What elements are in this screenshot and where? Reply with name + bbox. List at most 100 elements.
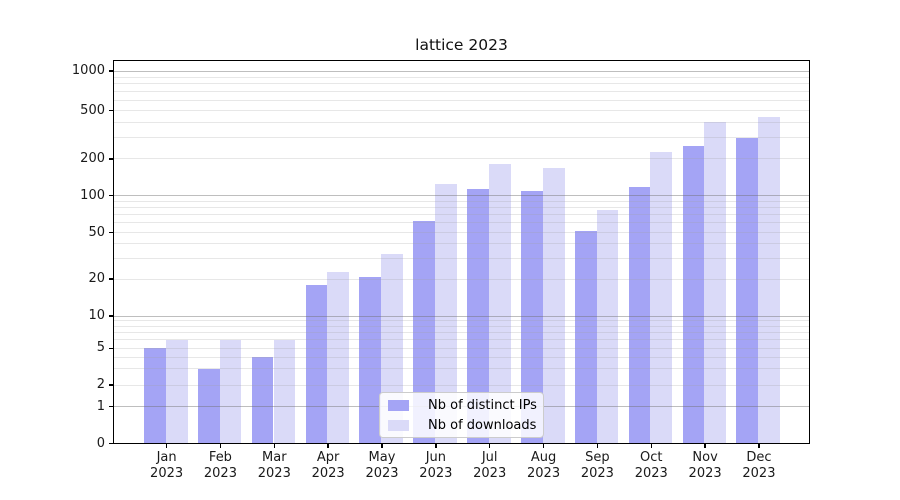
bar-sep-downloads bbox=[596, 209, 619, 444]
bar-dec-distinct-ips bbox=[736, 137, 759, 444]
y-tick-label-500: 500 bbox=[80, 102, 105, 118]
x-tick-label-apr: Apr 2023 bbox=[311, 449, 345, 481]
y-tick-label-200: 200 bbox=[80, 150, 105, 166]
y-tick-label-100: 100 bbox=[80, 187, 105, 203]
x-tick-label-nov: Nov 2023 bbox=[688, 449, 722, 481]
gridline-1000 bbox=[113, 70, 810, 72]
y-tick-mark-1000 bbox=[109, 70, 113, 72]
y-tick-mark-5 bbox=[109, 347, 113, 349]
bar-apr-downloads bbox=[327, 271, 350, 444]
x-tick-mark-feb bbox=[219, 443, 222, 448]
bar-feb-downloads bbox=[219, 339, 242, 444]
gridline-90 bbox=[113, 200, 810, 202]
legend-swatch-downloads bbox=[388, 419, 409, 431]
legend-label-distinct-ips: Nb of distinct IPs bbox=[428, 397, 537, 413]
gridline-2 bbox=[113, 384, 810, 386]
y-tick-mark-50 bbox=[109, 231, 113, 234]
x-tick-label-jun: Jun 2023 bbox=[419, 449, 453, 481]
gridline-20 bbox=[113, 278, 810, 280]
x-tick-label-jul: Jul 2023 bbox=[473, 449, 507, 481]
bar-oct-downloads bbox=[650, 151, 673, 444]
gridline-7 bbox=[113, 332, 810, 334]
bar-dec-downloads bbox=[758, 116, 780, 444]
gridline-800 bbox=[113, 83, 810, 85]
x-tick-mark-dec bbox=[758, 443, 760, 448]
y-tick-label-10: 10 bbox=[88, 308, 105, 323]
x-tick-label-sep: Sep 2023 bbox=[580, 449, 614, 481]
y-tick-mark-2 bbox=[109, 384, 113, 386]
spine-right bbox=[808, 60, 810, 444]
y-tick-label-20: 20 bbox=[88, 271, 105, 286]
y-tick-mark-100 bbox=[109, 195, 113, 197]
x-tick-label-feb: Feb 2023 bbox=[203, 449, 237, 481]
x-tick-label-dec: Dec 2023 bbox=[742, 449, 776, 481]
y-tick-label-1: 1 bbox=[96, 398, 105, 414]
x-tick-label-mar: Mar 2023 bbox=[257, 449, 291, 481]
gridline-80 bbox=[113, 207, 810, 209]
y-tick-mark-200 bbox=[109, 158, 113, 160]
x-tick-label-oct: Oct 2023 bbox=[634, 449, 668, 481]
x-tick-mark-aug bbox=[542, 443, 545, 448]
bar-feb-distinct-ips bbox=[197, 368, 220, 444]
gridline-500 bbox=[113, 110, 810, 112]
spine-left bbox=[113, 60, 115, 444]
gridline-600 bbox=[113, 99, 810, 101]
gridline-200 bbox=[113, 158, 810, 160]
legend-swatch-distinct-ips bbox=[388, 399, 409, 411]
bar-mar-distinct-ips bbox=[251, 357, 274, 444]
x-tick-mark-apr bbox=[327, 443, 329, 448]
gridline-8 bbox=[113, 325, 810, 327]
bar-sep-distinct-ips bbox=[574, 231, 597, 444]
gridline-10 bbox=[113, 315, 810, 317]
y-tick-label-5: 5 bbox=[96, 340, 105, 356]
plot-area bbox=[113, 60, 810, 444]
x-tick-label-jan: Jan 2023 bbox=[150, 449, 184, 481]
gridline-9 bbox=[113, 320, 810, 322]
gridline-5 bbox=[113, 347, 810, 349]
x-tick-mark-may bbox=[381, 443, 383, 448]
bar-aug-distinct-ips bbox=[520, 190, 543, 444]
gridline-900 bbox=[113, 76, 810, 78]
gridline-6 bbox=[113, 339, 810, 341]
gridline-70 bbox=[113, 214, 810, 216]
y-tick-mark-1 bbox=[109, 406, 113, 408]
y-tick-label-50: 50 bbox=[88, 224, 105, 240]
bar-may-distinct-ips bbox=[359, 276, 382, 444]
spine-bottom bbox=[113, 442, 810, 444]
bar-apr-distinct-ips bbox=[305, 284, 328, 444]
x-tick-label-may: May 2023 bbox=[365, 449, 399, 481]
bar-jan-distinct-ips bbox=[144, 348, 166, 444]
legend: Nb of distinct IPs Nb of downloads bbox=[379, 392, 544, 438]
gridline-50 bbox=[113, 232, 810, 233]
x-tick-mark-jul bbox=[489, 443, 491, 448]
gridline-700 bbox=[113, 90, 810, 92]
y-tick-label-2: 2 bbox=[96, 377, 105, 392]
gridline-4 bbox=[113, 356, 810, 358]
bar-jan-downloads bbox=[165, 339, 188, 444]
legend-item-distinct-ips: Nb of distinct IPs bbox=[388, 397, 537, 414]
x-tick-mark-nov bbox=[704, 443, 706, 448]
x-tick-label-aug: Aug 2023 bbox=[527, 449, 561, 481]
bar-jul-distinct-ips bbox=[467, 188, 489, 444]
y-tick-mark-10 bbox=[109, 315, 113, 317]
y-tick-mark-20 bbox=[109, 278, 113, 280]
bar-mar-downloads bbox=[273, 339, 296, 444]
y-tick-mark-0 bbox=[109, 442, 113, 445]
bar-nov-downloads bbox=[704, 122, 727, 444]
bar-nov-distinct-ips bbox=[682, 146, 705, 444]
gridline-300 bbox=[113, 137, 810, 139]
x-tick-mark-mar bbox=[273, 443, 275, 448]
x-tick-mark-oct bbox=[650, 443, 652, 448]
legend-label-downloads: Nb of downloads bbox=[428, 417, 537, 433]
bar-jun-downloads bbox=[435, 183, 457, 444]
spine-top bbox=[113, 60, 810, 62]
y-tick-mark-500 bbox=[109, 109, 113, 112]
legend-item-downloads: Nb of downloads bbox=[388, 417, 537, 434]
gridline-3 bbox=[113, 368, 810, 370]
bar-oct-distinct-ips bbox=[628, 186, 651, 444]
x-tick-mark-jun bbox=[435, 443, 437, 448]
y-tick-label-1000: 1000 bbox=[71, 63, 105, 78]
chart-title: lattice 2023 bbox=[415, 36, 508, 54]
y-tick-label-0: 0 bbox=[96, 435, 105, 451]
